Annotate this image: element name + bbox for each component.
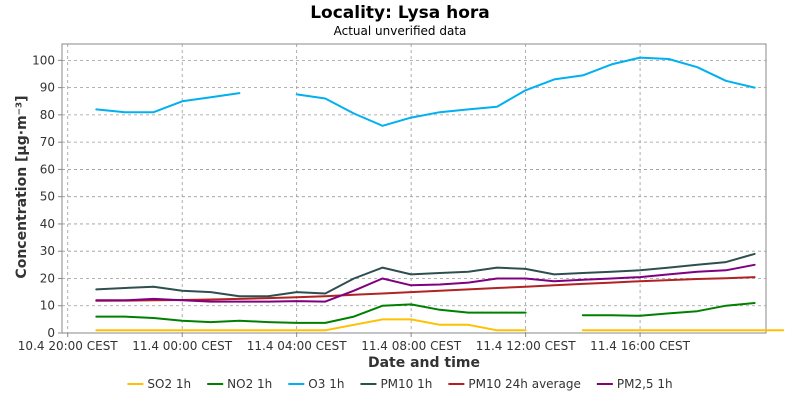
legend-label: PM10 24h average <box>468 377 581 391</box>
legend-item-so2-1h: SO2 1h <box>127 377 191 391</box>
y-tick-label: 50 <box>40 190 55 204</box>
series-line-pm10-1h <box>95 252 756 298</box>
series-pm10-1h <box>95 252 756 298</box>
grid <box>62 44 766 333</box>
y-tick-label: 0 <box>47 326 55 340</box>
series-pm2-5-1h <box>95 263 756 303</box>
x-tick-label: 10.4 20:00 CEST <box>18 339 119 353</box>
series-line-so2-1h <box>95 318 527 332</box>
series-line-o3-1h <box>295 56 756 127</box>
legend-item-o3-1h: O3 1h <box>288 377 344 391</box>
series-line-no2-1h <box>581 302 756 317</box>
y-tick-label: 10 <box>40 299 55 313</box>
series-line-o3-1h <box>95 92 241 114</box>
y-axis-title: Concentration [µg·m⁻³] <box>14 95 30 278</box>
series-no2-1h <box>95 302 756 324</box>
x-tick-label: 11.4 00:00 CEST <box>132 339 233 353</box>
y-tick-label: 100 <box>32 53 55 67</box>
legend-label: PM2,5 1h <box>617 377 673 391</box>
x-tick-label: 11.4 12:00 CEST <box>476 339 577 353</box>
series-line-pm2-5-1h <box>95 263 756 303</box>
y-tick-label: 80 <box>40 108 55 122</box>
axes: 0 10 20 30 40 50 60 70 80 90 100 10.4 20:00 CEST 11.… <box>18 43 767 353</box>
legend-item-no2-1h: NO2 1h <box>207 377 272 391</box>
y-tick-label: 30 <box>40 244 55 258</box>
y-tick-label: 40 <box>40 217 55 231</box>
series-o3-1h <box>95 56 756 127</box>
series-so2-1h <box>95 318 785 332</box>
legend-item-pm10-24h-average: PM10 24h average <box>448 377 581 391</box>
x-axis-title: Date and time <box>368 355 480 371</box>
x-tick-label: 11.4 16:00 CEST <box>590 339 691 353</box>
plot-area-frame <box>61 43 767 334</box>
y-tick-label: 90 <box>40 81 55 95</box>
chart-subtitle: Actual unverified data <box>334 24 467 38</box>
y-tick-label: 60 <box>40 162 55 176</box>
legend-label: NO2 1h <box>227 377 272 391</box>
legend-item-pm2-5-1h: PM2,5 1h <box>596 377 673 391</box>
x-tick-label: 11.4 08:00 CEST <box>361 339 462 353</box>
series-lines <box>95 56 785 332</box>
legend: SO2 1h NO2 1h O3 1h PM10 1h PM10 24h average… <box>127 377 673 391</box>
legend-label: PM10 1h <box>380 377 432 391</box>
legend-label: SO2 1h <box>147 377 191 391</box>
series-line-pm10-24h-average <box>95 276 756 302</box>
series-pm10-24h-average <box>95 276 756 302</box>
y-tick-label: 70 <box>40 135 55 149</box>
x-tick-label: 11.4 04:00 CEST <box>247 339 348 353</box>
y-tick-label: 20 <box>40 271 55 285</box>
chart-title: Locality: Lysa hora <box>310 3 490 23</box>
series-line-no2-1h <box>95 303 527 324</box>
legend-label: O3 1h <box>308 377 344 391</box>
legend-item-pm10-1h: PM10 1h <box>360 377 432 391</box>
